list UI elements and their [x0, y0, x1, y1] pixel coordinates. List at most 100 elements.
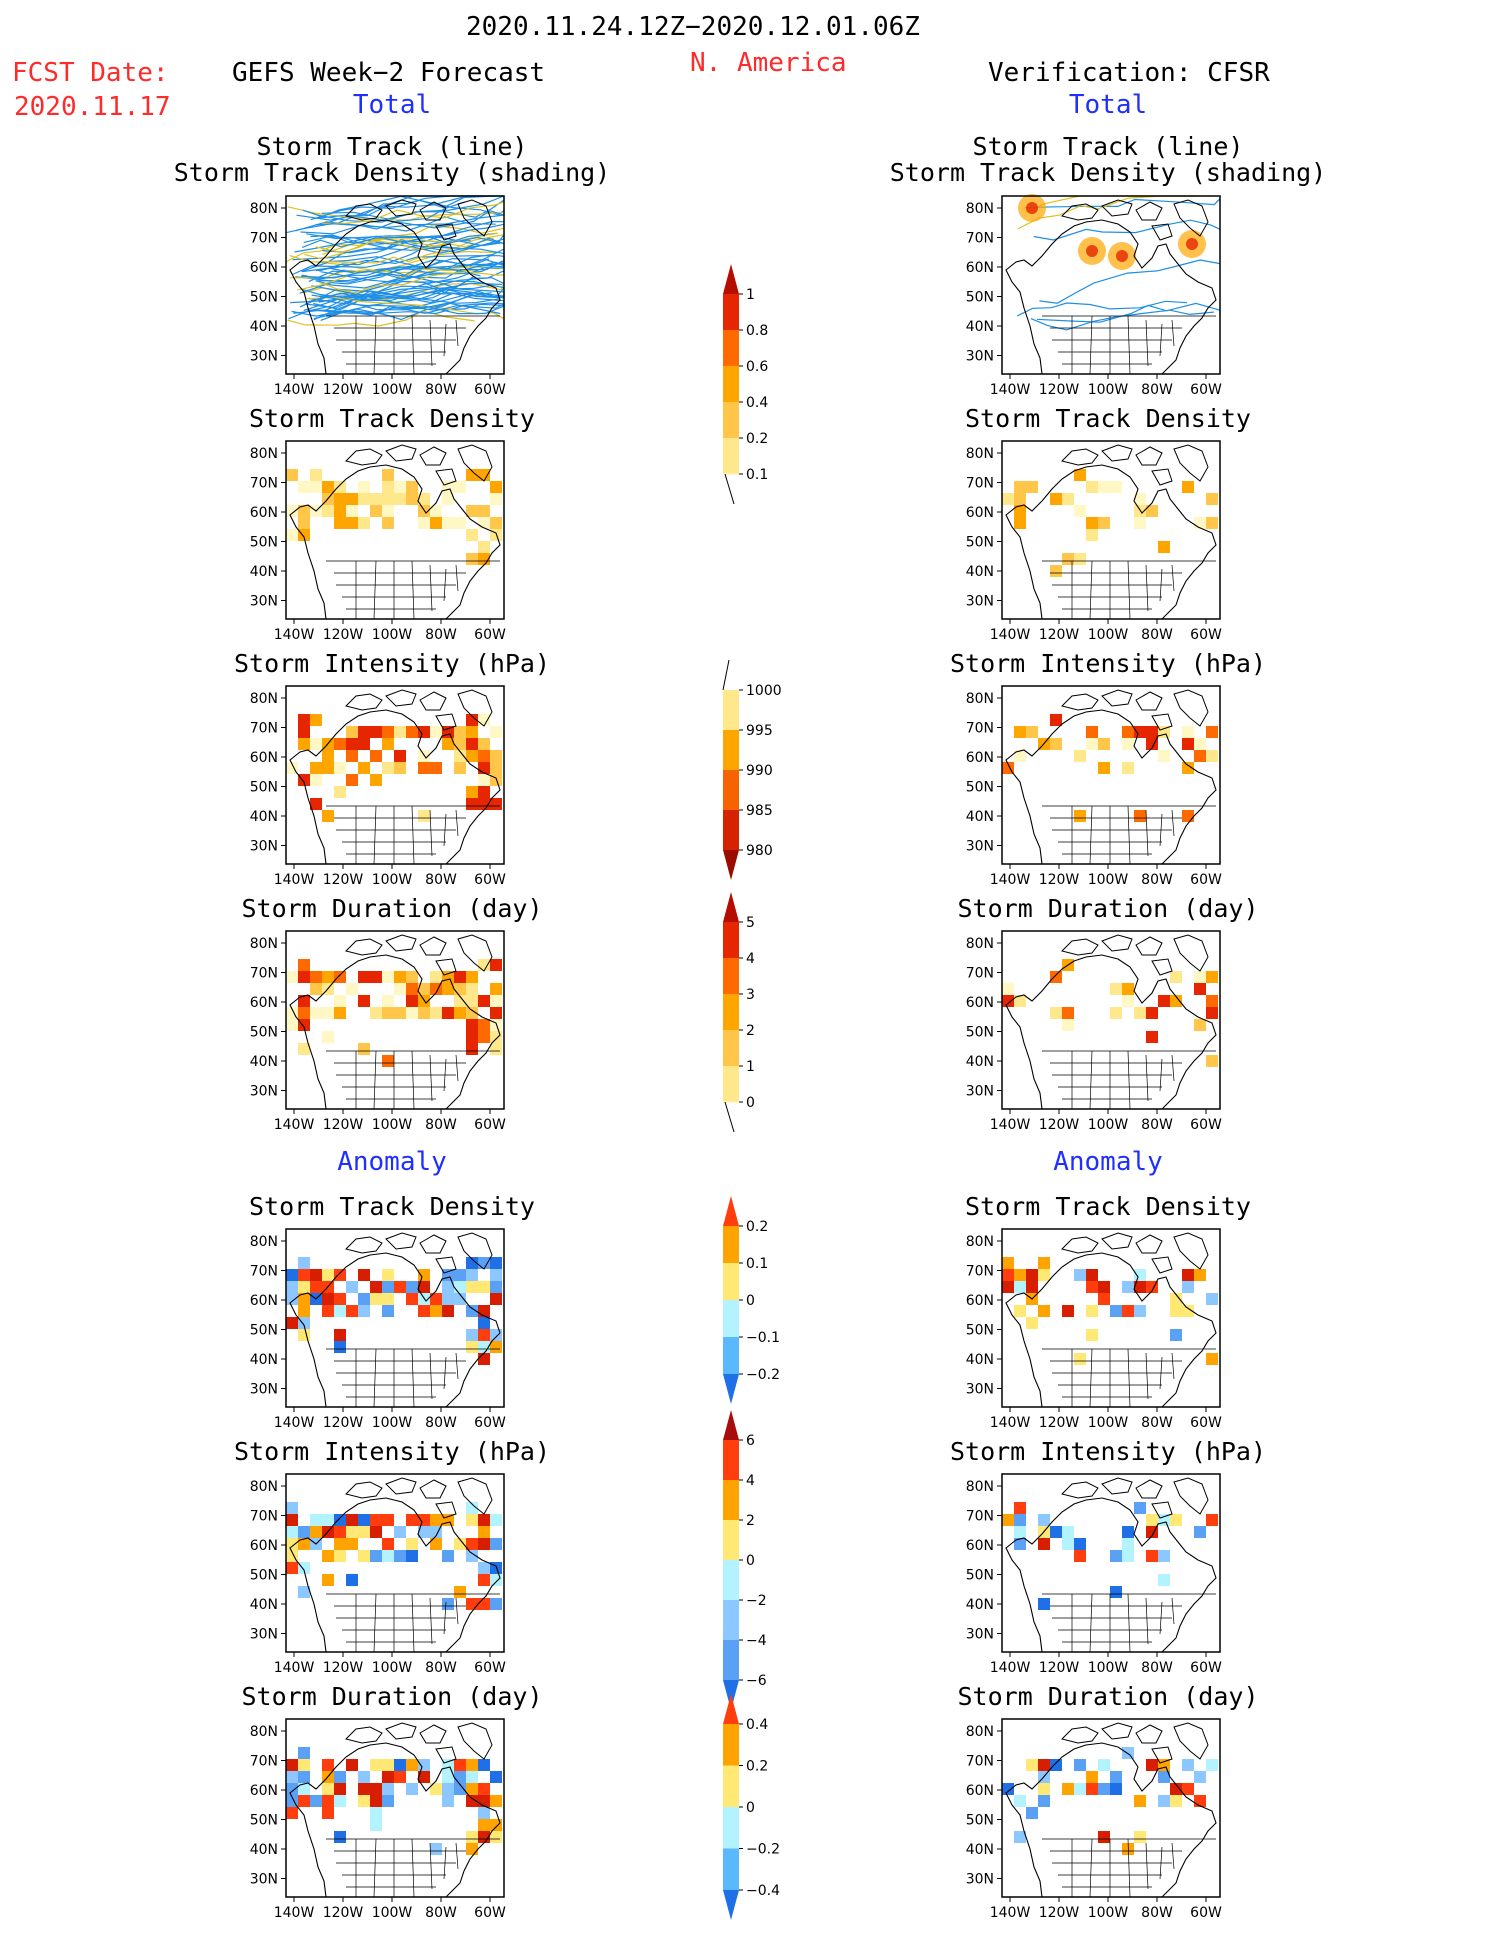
- shading-cells: [286, 959, 502, 1067]
- lon-tick-label: 100W: [1088, 627, 1129, 643]
- colorbar-label: 2: [746, 1513, 755, 1529]
- title-track-line-right: Storm Track (line): [972, 132, 1244, 161]
- lon-tick-label: 60W: [474, 1117, 506, 1133]
- lat-tick-label: 50N: [250, 780, 278, 796]
- shading-cells: [1002, 1257, 1218, 1365]
- colorbar-label: 990: [746, 763, 773, 779]
- map-panel-intensity-anom-right: 80N 70N 60N 50N 40N 30N 140W 120W 100W 80W 60W: [942, 1468, 1230, 1684]
- lat-tick-label: 40N: [250, 1597, 278, 1613]
- lat-tick-label: 40N: [250, 564, 278, 580]
- lon-tick-label: 140W: [990, 1905, 1031, 1921]
- lat-tick-label: 60N: [250, 995, 278, 1011]
- map-panel-duration-left: 80N 70N 60N 50N 40N 30N 140W 120W 100W 80W 60W: [226, 925, 514, 1141]
- colorbar-label: 1: [746, 287, 755, 303]
- colorbar-label: −0.4: [746, 1883, 780, 1899]
- lon-tick-label: 60W: [1190, 1905, 1222, 1921]
- lat-tick-label: 60N: [250, 505, 278, 521]
- title-track-line-left: Storm Track (line): [256, 132, 528, 161]
- coastline: [289, 1497, 501, 1653]
- lon-tick-label: 60W: [1190, 1660, 1222, 1676]
- colorbar-label: −0.2: [746, 1842, 780, 1858]
- lat-tick-label: 30N: [966, 1382, 994, 1398]
- lat-tick-label: 70N: [966, 1509, 994, 1525]
- lat-tick-label: 30N: [250, 839, 278, 855]
- lon-tick-label: 100W: [1088, 1117, 1129, 1133]
- colorbar-label: 1000: [746, 683, 782, 699]
- lat-tick-label: 40N: [966, 1352, 994, 1368]
- lat-tick-label: 30N: [966, 594, 994, 610]
- fcst-date-value: 2020.11.17: [14, 92, 171, 122]
- title-duration-anom-left: Storm Duration (day): [241, 1682, 543, 1711]
- lon-tick-label: 60W: [1190, 872, 1222, 888]
- lat-tick-label: 60N: [250, 260, 278, 276]
- colorbar-label: 0: [746, 1293, 755, 1309]
- map-panel-track-right: 80N 70N 60N 50N 40N 30N 140W 120W 100W 80W 60W: [942, 190, 1230, 406]
- lat-tick-label: 60N: [966, 505, 994, 521]
- lat-tick-label: 60N: [966, 995, 994, 1011]
- lat-tick-label: 80N: [966, 446, 994, 462]
- shading-cells: [1002, 1502, 1218, 1610]
- state-borders: [326, 315, 500, 375]
- lat-tick-label: 50N: [966, 1568, 994, 1584]
- lat-tick-label: 50N: [966, 290, 994, 306]
- lat-tick-label: 30N: [250, 1084, 278, 1100]
- lat-tick-label: 60N: [250, 1538, 278, 1554]
- lon-tick-label: 100W: [1088, 1660, 1129, 1676]
- lon-tick-label: 120W: [1039, 1905, 1080, 1921]
- coastline: [1005, 1497, 1217, 1653]
- state-borders: [1042, 1593, 1216, 1653]
- total-label-right: Total: [1068, 90, 1148, 120]
- lon-tick-label: 120W: [1039, 1117, 1080, 1133]
- lon-tick-label: 120W: [323, 1905, 364, 1921]
- title-duration-anom-right: Storm Duration (day): [957, 1682, 1259, 1711]
- colorbar-label: 0.4: [746, 1717, 768, 1733]
- lat-tick-label: 80N: [250, 936, 278, 952]
- lat-tick-label: 60N: [966, 750, 994, 766]
- lat-tick-label: 80N: [966, 201, 994, 217]
- lon-tick-label: 120W: [323, 627, 364, 643]
- lat-tick-label: 50N: [966, 1323, 994, 1339]
- lon-tick-label: 100W: [372, 1905, 413, 1921]
- colorbar-label: 5: [746, 915, 755, 931]
- lon-tick-label: 120W: [1039, 1415, 1080, 1431]
- lat-tick-label: 70N: [250, 1754, 278, 1770]
- coastline: [1005, 464, 1217, 620]
- colorbar-label: −2: [746, 1593, 767, 1609]
- verification-column-title: Verification: CFSR: [988, 58, 1270, 88]
- lon-tick-label: 140W: [990, 627, 1031, 643]
- lon-tick-label: 60W: [474, 627, 506, 643]
- lat-tick-label: 30N: [966, 1084, 994, 1100]
- lon-tick-label: 140W: [274, 1415, 315, 1431]
- lon-tick-label: 140W: [274, 627, 315, 643]
- title-density-left: Storm Track Density: [249, 404, 535, 433]
- colorbar-label: −6: [746, 1673, 767, 1689]
- lat-tick-label: 70N: [966, 476, 994, 492]
- colorbar-label: 985: [746, 803, 773, 819]
- lat-tick-label: 50N: [250, 1323, 278, 1339]
- map-panel-intensity-left: 80N 70N 60N 50N 40N 30N 140W 120W 100W 80W 60W: [226, 680, 514, 896]
- lon-tick-label: 100W: [372, 872, 413, 888]
- lon-tick-label: 80W: [1141, 1660, 1173, 1676]
- colorbar-1: 1 0.8 0.6 0.4 0.2 0.1: [715, 264, 805, 518]
- colorbar-label: 0.8: [746, 323, 768, 339]
- lat-tick-label: 40N: [250, 809, 278, 825]
- lat-tick-label: 30N: [250, 349, 278, 365]
- lon-tick-label: 100W: [1088, 872, 1129, 888]
- colorbar-label: 4: [746, 1473, 755, 1489]
- lat-tick-label: 60N: [966, 1538, 994, 1554]
- shading-cells: [286, 1257, 502, 1365]
- lon-tick-label: 140W: [274, 1117, 315, 1133]
- lat-tick-label: 50N: [966, 780, 994, 796]
- colorbar-6: 0.4 0.2 0 −0.2 −0.4: [715, 1694, 805, 1934]
- state-borders: [1042, 1348, 1216, 1408]
- lat-tick-label: 40N: [966, 1842, 994, 1858]
- colorbar-label: 0.6: [746, 359, 768, 375]
- lat-tick-label: 40N: [250, 1352, 278, 1368]
- colorbar-label: 0: [746, 1553, 755, 1569]
- lon-tick-label: 140W: [990, 382, 1031, 398]
- lon-tick-label: 60W: [474, 1660, 506, 1676]
- lon-tick-label: 80W: [1141, 872, 1173, 888]
- state-borders: [326, 805, 500, 865]
- state-borders: [1042, 315, 1216, 375]
- lat-tick-label: 30N: [250, 1872, 278, 1888]
